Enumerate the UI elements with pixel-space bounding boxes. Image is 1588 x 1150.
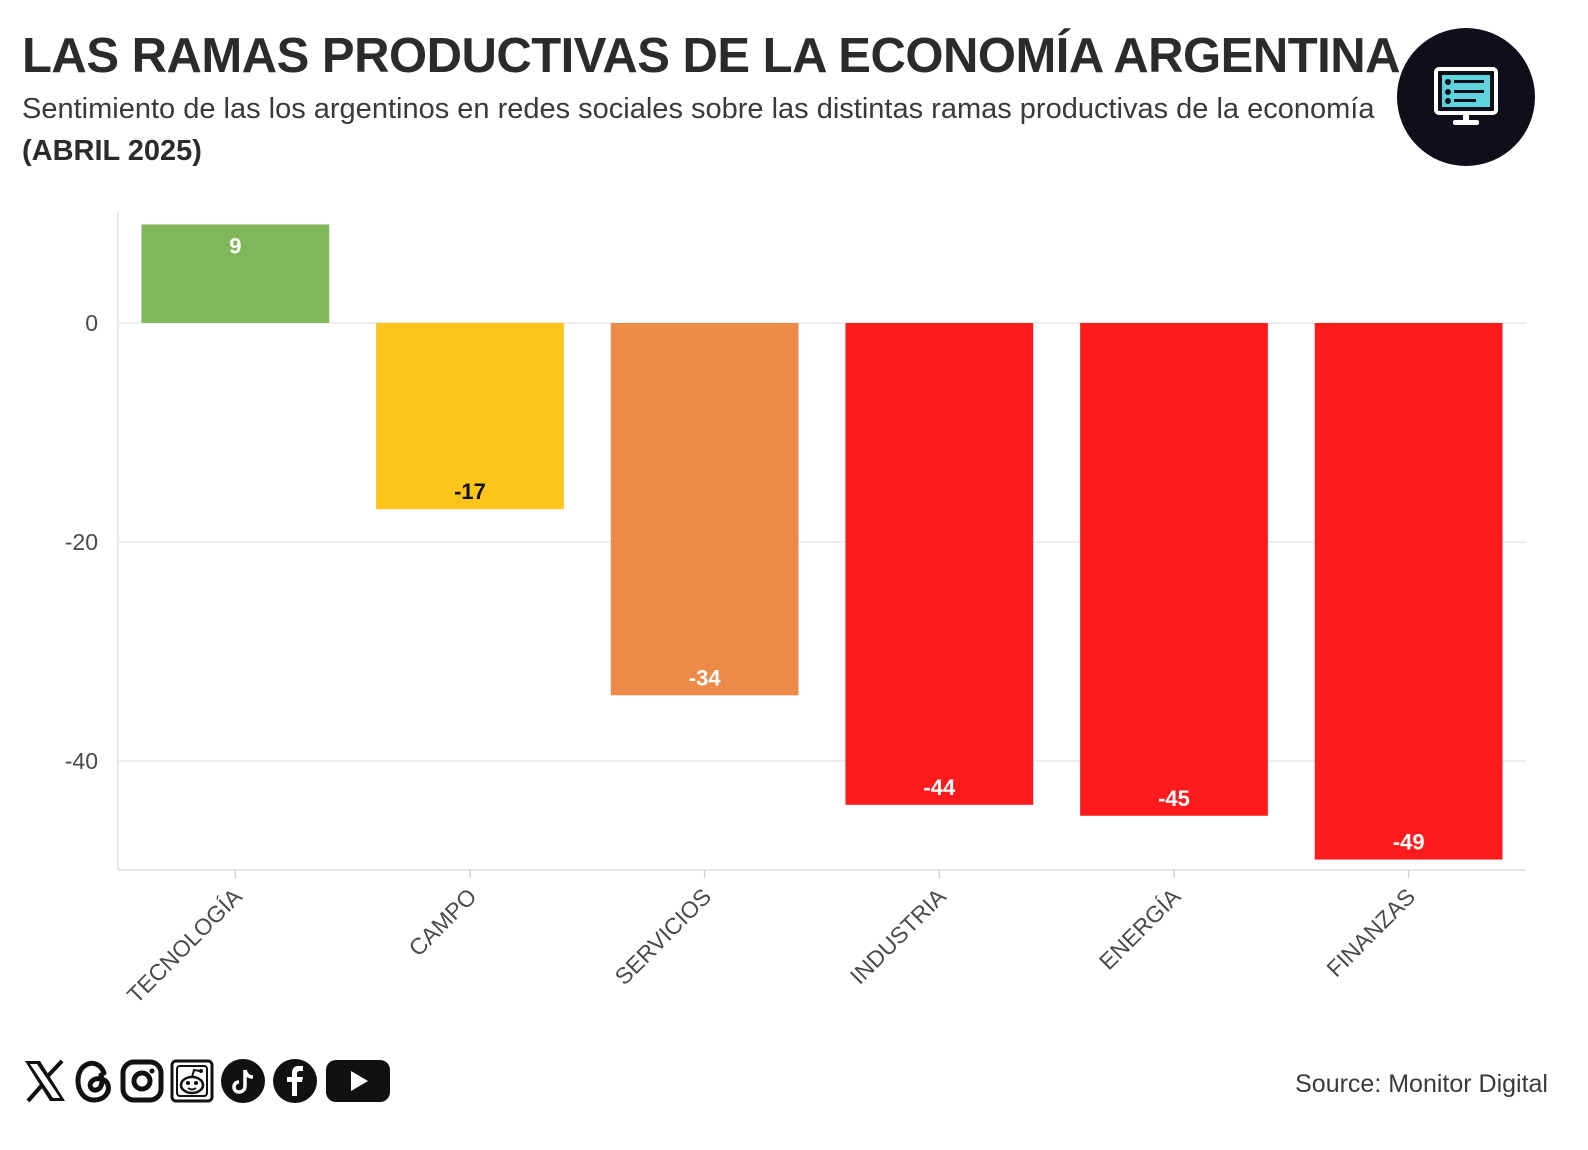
chart-subtitle: Sentimiento de las los argentinos en red…	[22, 88, 1382, 172]
x-tick-label: INDUSTRIA	[845, 883, 951, 989]
facebook-icon[interactable]	[272, 1058, 318, 1104]
subtitle-text: Sentimiento de las los argentinos en red…	[22, 93, 1375, 125]
bar	[1314, 323, 1503, 860]
youtube-icon[interactable]	[324, 1058, 392, 1104]
x-tick-label: FINANZAS	[1321, 883, 1420, 982]
threads-icon[interactable]	[74, 1058, 114, 1104]
source-note: Source: Monitor Digital	[1295, 1070, 1548, 1098]
x-icon[interactable]	[22, 1058, 68, 1104]
data-label: -45	[1158, 786, 1190, 811]
bar	[141, 224, 330, 323]
y-tick-label: -20	[65, 529, 98, 555]
brand-logo	[1397, 28, 1535, 166]
data-label: -17	[454, 479, 486, 504]
x-tick-label: SERVICIOS	[610, 883, 717, 990]
subtitle-date: (ABRIL 2025)	[22, 135, 202, 167]
bar	[845, 323, 1034, 805]
y-tick-label: 0	[85, 310, 98, 336]
x-tick-label: TECNOLOGÍA	[122, 883, 247, 1008]
data-label: 9	[229, 233, 241, 258]
instagram-icon[interactable]	[120, 1058, 164, 1104]
bar-chart: 0 -20 -40 9 TECNOLOGÍA -17 CAMPO -34 SERVICIOS -4…	[65, 212, 1526, 1008]
reddit-icon[interactable]	[170, 1058, 214, 1104]
data-label: -49	[1393, 830, 1425, 855]
data-label: -34	[689, 665, 722, 690]
data-label: -44	[923, 775, 956, 800]
bar	[376, 323, 564, 510]
social-icons	[22, 1058, 392, 1104]
bar	[610, 323, 799, 696]
tiktok-icon[interactable]	[220, 1058, 266, 1104]
chart-title: LAS RAMAS PRODUCTIVAS DE LA ECONOMÍA ARG…	[22, 29, 1401, 83]
y-tick-label: -40	[65, 748, 98, 774]
bar	[1080, 323, 1268, 816]
x-tick-label: CAMPO	[404, 883, 482, 961]
x-tick-label: ENERGÍA	[1094, 883, 1186, 975]
monitor-icon	[1434, 67, 1498, 125]
